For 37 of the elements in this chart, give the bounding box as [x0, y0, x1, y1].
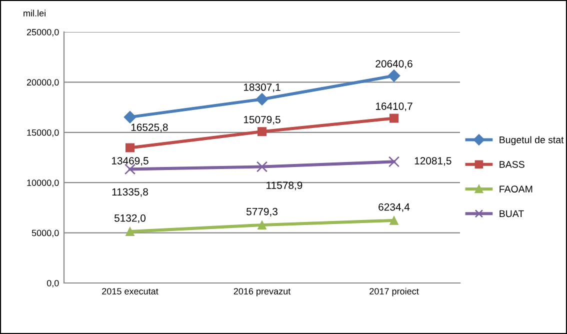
point — [257, 127, 267, 136]
legend-label: Bugetul de stat — [500, 136, 564, 146]
legend-label: FAOAM — [500, 186, 532, 192]
x-tick-label: 2015 executat — [102, 288, 158, 294]
point — [256, 92, 268, 106]
y-tick-label: 25000,0 — [26, 28, 59, 36]
data-label: 5779,3 — [246, 208, 278, 217]
data-label: 13469,5 — [112, 157, 148, 166]
data-label: 6234,4 — [378, 203, 410, 212]
point — [125, 226, 135, 236]
y-tick-label: 5000,0 — [32, 230, 59, 238]
data-label: 20640,6 — [376, 60, 412, 69]
point — [256, 161, 268, 172]
y-tick-label: 15000,0 — [27, 129, 59, 137]
point — [257, 220, 267, 230]
y-tick-label: 20000,0 — [26, 79, 59, 87]
point — [389, 216, 399, 225]
point — [389, 114, 399, 123]
y-tick-label: 0,0 — [46, 280, 59, 288]
point — [388, 156, 400, 168]
legend-label: BASS — [500, 160, 524, 168]
x-tick-label: 2016 prevazut — [234, 288, 291, 296]
data-label: 11578,9 — [266, 182, 302, 190]
legend-label: BUAT — [500, 210, 524, 218]
data-label: 16525,8 — [131, 124, 168, 132]
y-tick-label: 10000,0 — [27, 180, 59, 188]
point — [124, 110, 136, 124]
data-label: 12081,5 — [414, 157, 452, 166]
y-axis-title: mil.lei — [24, 10, 46, 16]
data-label: 5132,0 — [114, 214, 146, 223]
data-label: 15079,5 — [244, 116, 280, 125]
data-label: 11335,8 — [112, 188, 148, 197]
point — [125, 143, 135, 152]
data-label: 18307,1 — [244, 84, 280, 92]
point — [388, 70, 400, 82]
data-label: 16410,7 — [376, 102, 412, 112]
x-tick-label: 2017 proiect — [370, 288, 419, 296]
